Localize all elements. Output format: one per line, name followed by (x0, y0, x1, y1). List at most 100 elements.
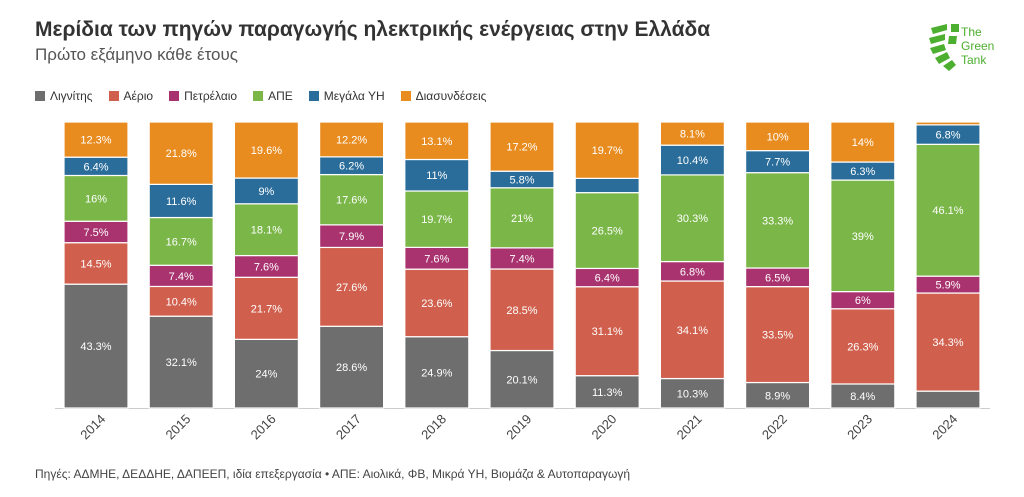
data-label: 6% (855, 295, 871, 307)
data-label: 13.1% (421, 136, 452, 148)
bar-segment (319, 325, 385, 409)
x-tick-label: 2021 (674, 411, 705, 442)
bar-segment (404, 158, 470, 192)
bar-segment (830, 121, 896, 163)
data-label: 11.6% (166, 196, 197, 208)
bar-segment (915, 143, 981, 277)
bar-segment (915, 292, 981, 392)
legend-swatch (253, 91, 264, 101)
logo-text-tank: Tank (961, 53, 987, 67)
data-label: 18.1% (251, 225, 282, 237)
bar-segment (744, 381, 811, 409)
legend-swatch (400, 91, 411, 101)
bar-segment (148, 315, 214, 409)
data-label: 19.7% (421, 214, 452, 226)
bar-segment (148, 216, 214, 266)
bar-segment (489, 121, 555, 172)
data-label: 7.6% (424, 253, 449, 265)
bar-segment (574, 177, 640, 194)
data-label: 33.3% (762, 215, 793, 227)
data-label: 26.5% (592, 226, 623, 238)
data-label: 10.4% (677, 155, 708, 167)
bar-segment (148, 183, 214, 219)
bar-segment (574, 121, 640, 179)
x-tick-label: 2016 (248, 411, 279, 442)
data-label: 6.4% (595, 273, 620, 285)
data-label: 7.6% (254, 261, 279, 273)
data-label: 8.9% (765, 390, 790, 402)
bar-segment (404, 336, 470, 409)
bar-segment (744, 121, 811, 152)
legend-item: Λιγνίτης (35, 89, 93, 103)
data-label: 20.1% (506, 374, 537, 386)
data-label: 21% (511, 213, 533, 225)
bar-segment (233, 177, 299, 205)
data-label: 10.4% (166, 296, 197, 308)
data-label: 7.7% (765, 157, 790, 169)
data-label: 23.6% (421, 298, 452, 310)
data-label: 6.5% (765, 272, 790, 284)
data-label: 16.7% (166, 236, 197, 248)
x-tick-label: 2023 (844, 411, 875, 442)
bar-segment (404, 190, 470, 248)
bar-segment (489, 349, 555, 409)
stacked-bar-chart: 43.3% 14.5% 7.5% 16% 6.4% 12.3% 2014 32.1% 10.4%… (55, 121, 990, 442)
data-label: 34.1% (677, 325, 708, 337)
bar-segment (148, 121, 214, 185)
legend-label: Μεγάλα ΥΗ (323, 89, 385, 103)
legend-swatch (35, 91, 45, 101)
bar-segment (574, 192, 640, 270)
data-label: 11.3% (592, 387, 623, 399)
data-label: 10.3% (677, 388, 708, 400)
data-label: 7.4% (509, 253, 534, 265)
data-label: 24% (255, 369, 277, 381)
data-label: 43.3% (80, 341, 111, 353)
data-label: 5.8% (509, 174, 534, 186)
bar-segment (659, 174, 726, 263)
legend-item: Πετρέλαιο (169, 89, 237, 103)
data-label: 6.8% (935, 130, 960, 142)
data-label: 30.3% (677, 213, 708, 225)
data-label: 24.9% (421, 367, 452, 379)
data-label: 12.3% (80, 135, 111, 147)
data-label: 5.9% (935, 280, 960, 292)
data-label: 17.2% (506, 142, 537, 154)
data-label: 14% (852, 137, 874, 149)
data-label: 6.8% (680, 266, 705, 278)
legend-item: Αέριο (108, 89, 154, 103)
bar-segment (659, 280, 726, 380)
legend-label: Αέριο (123, 89, 154, 103)
data-label: 7.9% (339, 231, 364, 243)
green-tank-logo: The Green Tank (929, 24, 994, 71)
data-label: 46.1% (932, 205, 963, 217)
data-label: 14.5% (80, 258, 111, 270)
logo-text-green: Green (961, 39, 994, 53)
x-tick-label: 2015 (162, 411, 193, 442)
chart-subtitle: Πρώτο εξάμηνο κάθε έτους (35, 45, 238, 64)
legend-label: Λιγνίτης (50, 89, 93, 103)
bar-segment (744, 172, 811, 269)
chart-title: Μερίδια των πηγών παραγωγής ηλεκτρικής ε… (35, 18, 711, 41)
data-label: 39% (852, 231, 874, 243)
bar-segment (830, 383, 896, 409)
x-tick-label: 2017 (333, 411, 364, 442)
legend-swatch (169, 91, 180, 101)
source-note: Πηγές: ΑΔΜΗΕ, ΔΕΔΔΗΕ, ΔΑΠΕΕΠ, ιδία επεξε… (35, 467, 631, 481)
legend-item: Μεγάλα ΥΗ (308, 89, 385, 103)
bar-segment (659, 377, 726, 409)
bar-segment (63, 121, 129, 158)
bar-segment (915, 121, 981, 126)
x-tick-label: 2022 (759, 411, 790, 442)
bar-segment (830, 308, 896, 385)
bar-segment (659, 144, 726, 176)
data-label: 7.4% (169, 271, 194, 283)
legend-swatch (108, 91, 119, 101)
data-label: 28.6% (336, 362, 367, 374)
legend-swatch (308, 91, 319, 101)
data-label: 34.3% (932, 337, 963, 349)
data-label: 7.5% (83, 227, 108, 239)
legend-label: Πετρέλαιο (184, 89, 238, 103)
data-label: 31.1% (592, 326, 623, 338)
data-label: 6.3% (850, 166, 875, 178)
data-label: 9% (258, 186, 274, 198)
